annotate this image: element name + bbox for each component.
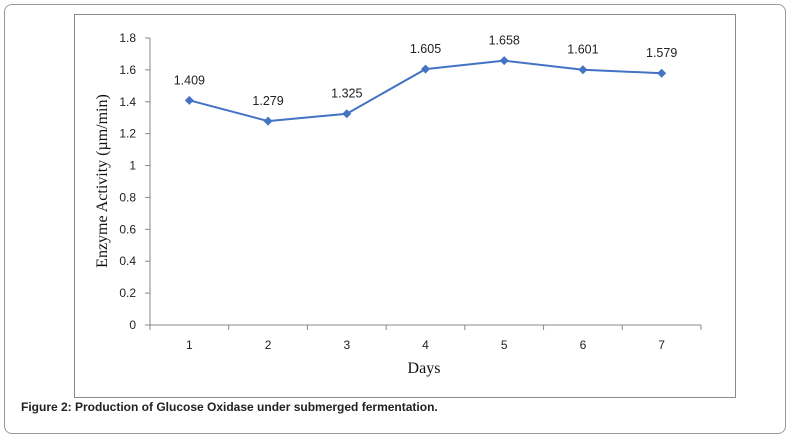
- data-label: 1.279: [252, 94, 283, 108]
- x-tick-label: 6: [580, 338, 587, 352]
- x-axis-title: Days: [408, 360, 441, 377]
- x-tick-label: 3: [343, 338, 350, 352]
- y-tick-label: 0.2: [119, 286, 136, 300]
- y-tick-labels: 0 0.2 0.4 0.6 0.8 1 1.2 1.4 1.6 1.8: [119, 31, 136, 332]
- data-label: 1.325: [331, 87, 362, 101]
- chart-area-border: [74, 14, 736, 398]
- data-point-marker: [578, 65, 588, 75]
- x-tick-label: 2: [265, 338, 272, 352]
- data-labels: 1.409 1.279 1.325 1.605 1.658 1.601 1.579: [174, 34, 678, 108]
- y-tick-label: 0.6: [119, 222, 136, 236]
- data-label: 1.601: [567, 43, 598, 57]
- axes: [145, 37, 702, 330]
- y-tick-label: 0.4: [119, 254, 136, 268]
- data-label: 1.579: [646, 46, 677, 60]
- data-label: 1.658: [489, 34, 520, 48]
- data-point-marker: [263, 116, 273, 126]
- data-point-marker: [342, 109, 352, 119]
- y-tick-label: 1.4: [119, 95, 136, 109]
- series-markers: [184, 56, 667, 126]
- y-tick-label: 0.8: [119, 190, 136, 204]
- y-tick-label: 1.6: [119, 63, 136, 77]
- data-label: 1.409: [174, 73, 205, 87]
- y-axis-title: Enzyme Activity (µm/min): [94, 94, 111, 268]
- data-point-marker: [184, 95, 194, 105]
- x-tick-label: 1: [186, 338, 193, 352]
- y-tick-label: 1.2: [119, 127, 136, 141]
- data-point-marker: [657, 68, 667, 78]
- x-tick-labels: 1 2 3 4 5 6 7: [186, 338, 665, 352]
- x-tick-label: 5: [501, 338, 508, 352]
- y-tick-label: 1: [129, 159, 136, 173]
- data-label: 1.605: [410, 42, 441, 56]
- data-point-marker: [499, 56, 509, 66]
- data-point-marker: [421, 64, 430, 74]
- x-tick-label: 4: [422, 338, 429, 352]
- y-tick-label: 0: [129, 318, 136, 332]
- figure-caption: Figure 2: Production of Glucose Oxidase …: [21, 400, 438, 414]
- y-tick-label: 1.8: [119, 31, 136, 45]
- x-tick-label: 7: [658, 338, 665, 352]
